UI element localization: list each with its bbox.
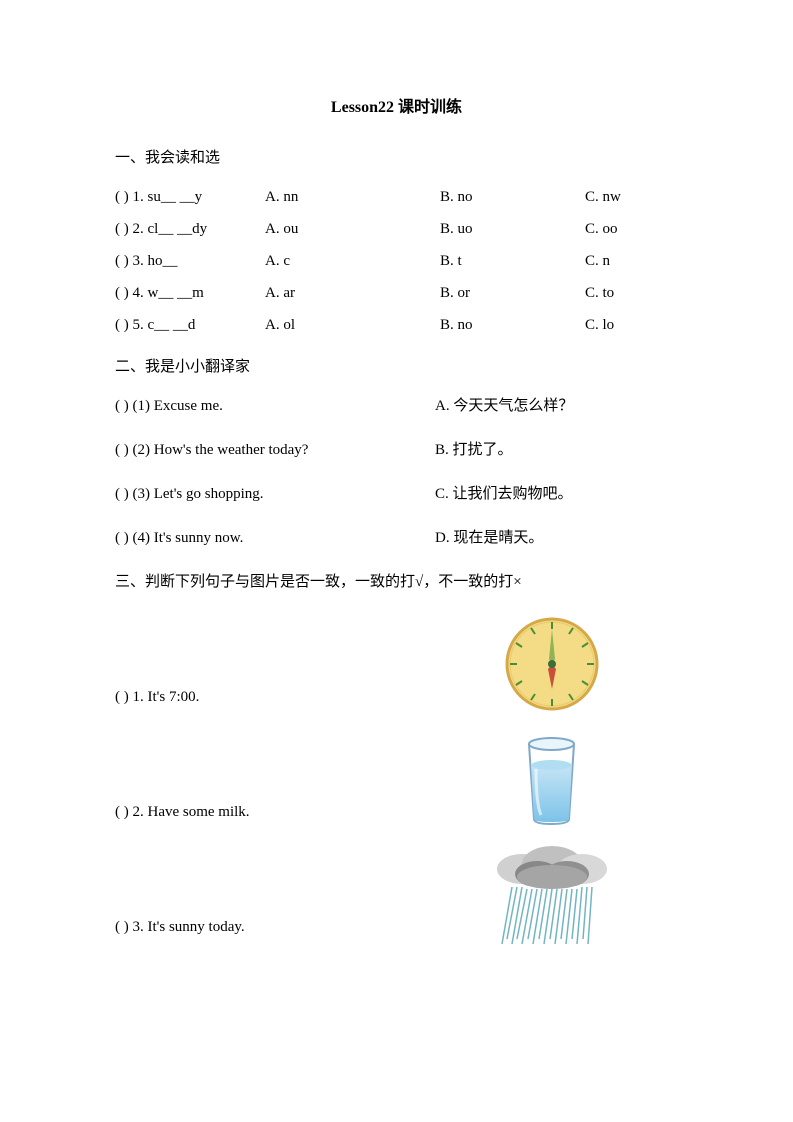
q1-opt-b: B. t [440, 249, 585, 273]
rain-image [425, 839, 678, 949]
q1-stem: ( ) 2. cl__ __dy [115, 217, 265, 241]
q2-right: B. 打扰了。 [435, 438, 678, 462]
q1-opt-c: C. n [585, 249, 678, 273]
section2-header: 二、我是小小翻译家 [115, 355, 678, 379]
q1-row-2: ( ) 2. cl__ __dy A. ou B. uo C. oo [115, 217, 678, 241]
q2-row-3: ( ) (3) Let's go shopping. C. 让我们去购物吧。 [115, 482, 678, 506]
section3-header: 三、判断下列句子与图片是否一致，一致的打√，不一致的打× [115, 570, 678, 594]
q1-row-5: ( ) 5. c__ __d A. ol B. no C. lo [115, 313, 678, 337]
q1-opt-c: C. nw [585, 185, 678, 209]
q2-right: A. 今天天气怎么样？ [435, 394, 678, 418]
q1-opt-c: C. oo [585, 217, 678, 241]
q1-stem: ( ) 5. c__ __d [115, 313, 265, 337]
glass-icon [514, 729, 589, 829]
page-title: Lesson22 课时训练 [115, 95, 678, 121]
q2-row-2: ( ) (2) How's the weather today? B. 打扰了。 [115, 438, 678, 462]
section1-header: 一、我会读和选 [115, 146, 678, 170]
q3-text: ( ) 3. It's sunny today. [115, 915, 425, 949]
q1-opt-a: A. ou [265, 217, 440, 241]
q1-stem: ( ) 1. su__ __y [115, 185, 265, 209]
q1-opt-c: C. to [585, 281, 678, 305]
q1-opt-a: A. ol [265, 313, 440, 337]
q3-text: ( ) 1. It's 7:00. [115, 685, 425, 719]
q1-stem: ( ) 3. ho__ [115, 249, 265, 273]
q1-opt-b: B. no [440, 313, 585, 337]
glass-image [425, 724, 678, 834]
q2-right: C. 让我们去购物吧。 [435, 482, 678, 506]
q3-row-2: ( ) 2. Have some milk. [115, 724, 678, 834]
q2-left: ( ) (3) Let's go shopping. [115, 482, 435, 506]
q2-row-1: ( ) (1) Excuse me. A. 今天天气怎么样？ [115, 394, 678, 418]
q3-row-1: ( ) 1. It's 7:00. [115, 609, 678, 719]
q2-left: ( ) (4) It's sunny now. [115, 526, 435, 550]
q1-opt-a: A. ar [265, 281, 440, 305]
q1-row-1: ( ) 1. su__ __y A. nn B. no C. nw [115, 185, 678, 209]
q1-opt-b: B. uo [440, 217, 585, 241]
q2-left: ( ) (2) How's the weather today? [115, 438, 435, 462]
q3-row-3: ( ) 3. It's sunny today. [115, 839, 678, 949]
q1-row-3: ( ) 3. ho__ A. c B. t C. n [115, 249, 678, 273]
q1-stem: ( ) 4. w__ __m [115, 281, 265, 305]
q1-opt-c: C. lo [585, 313, 678, 337]
q1-opt-b: B. no [440, 185, 585, 209]
rain-cloud-icon [477, 839, 627, 949]
q1-row-4: ( ) 4. w__ __m A. ar B. or C. to [115, 281, 678, 305]
q1-opt-a: A. c [265, 249, 440, 273]
q3-text: ( ) 2. Have some milk. [115, 800, 425, 834]
q2-right: D. 现在是晴天。 [435, 526, 678, 550]
clock-icon [502, 614, 602, 714]
q2-left: ( ) (1) Excuse me. [115, 394, 435, 418]
q1-opt-a: A. nn [265, 185, 440, 209]
q2-row-4: ( ) (4) It's sunny now. D. 现在是晴天。 [115, 526, 678, 550]
q1-opt-b: B. or [440, 281, 585, 305]
clock-image [425, 609, 678, 719]
